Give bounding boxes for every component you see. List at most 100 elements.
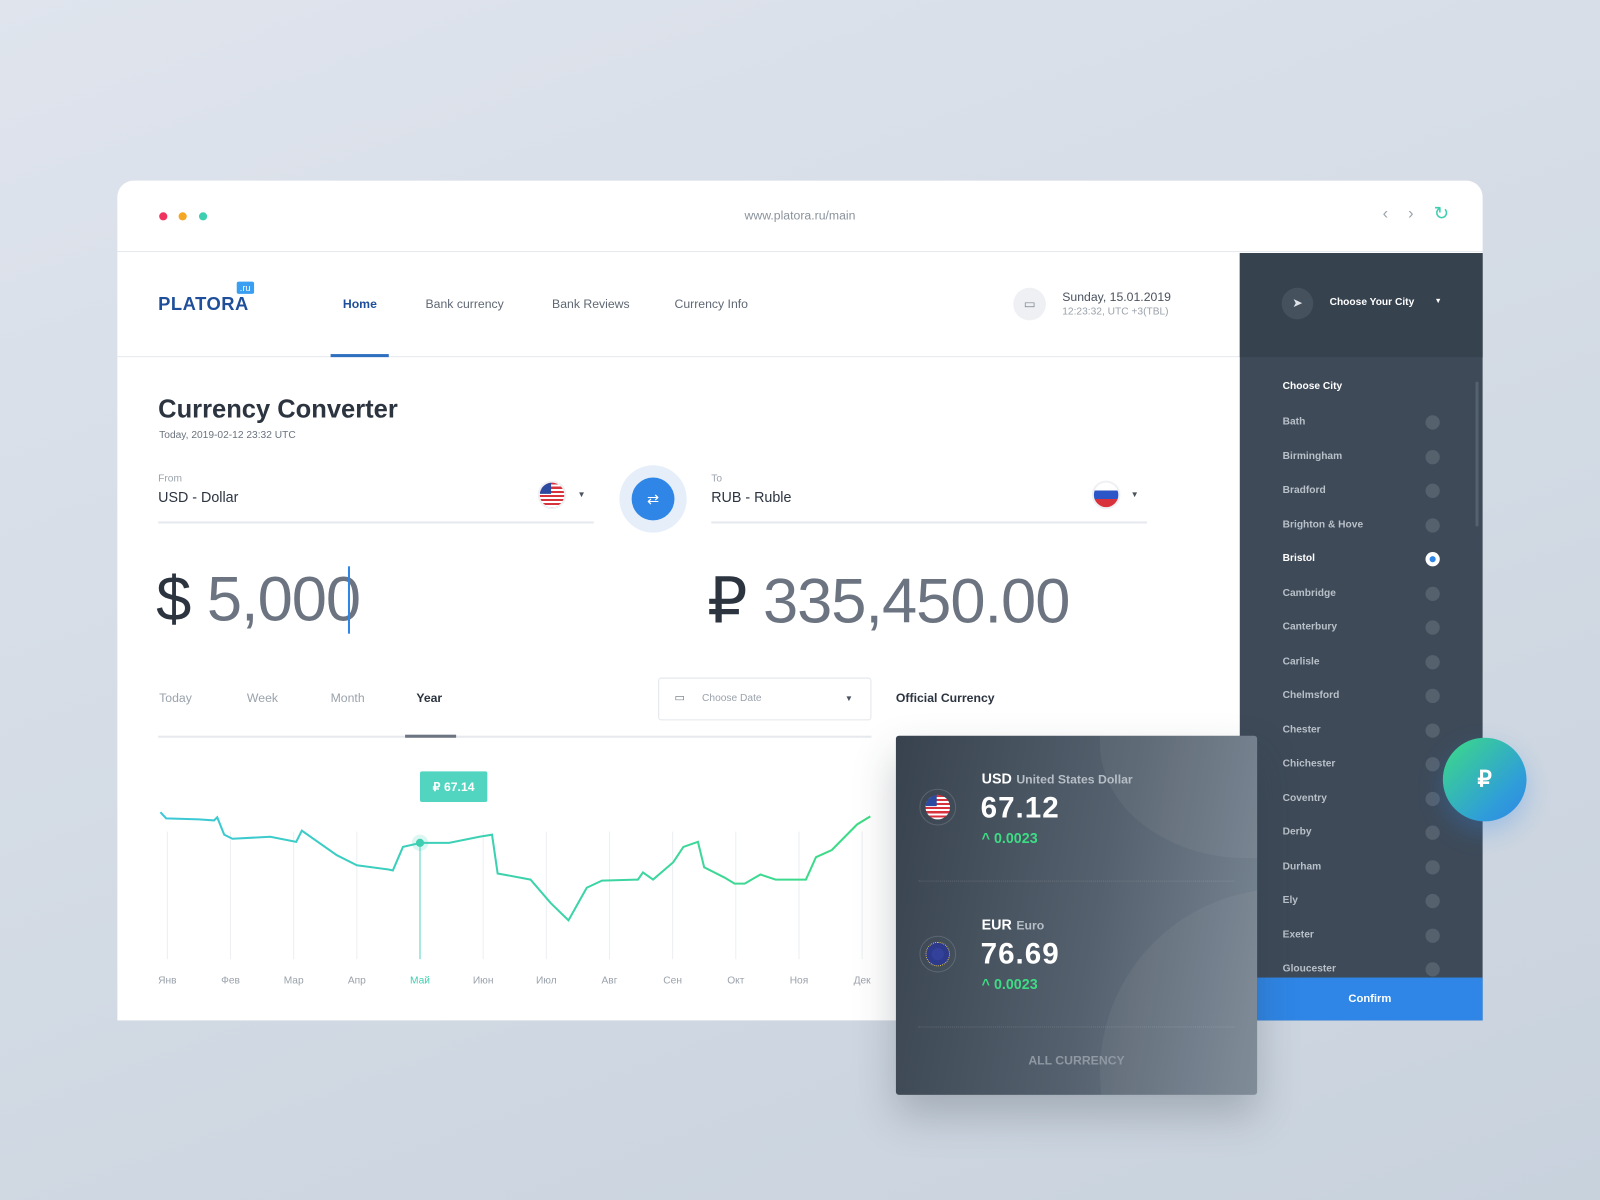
city-name: Brighton & Hove — [1282, 518, 1364, 531]
all-currency-link[interactable]: ALL CURRENCY — [1028, 1053, 1125, 1068]
city-radio[interactable] — [1425, 962, 1440, 977]
us-flag-icon — [539, 482, 565, 508]
chevron-left-icon[interactable]: ‹ — [1382, 205, 1389, 223]
month-label: Янв — [158, 976, 176, 987]
city-radio[interactable] — [1425, 859, 1440, 874]
city-name: Coventry — [1282, 792, 1327, 804]
to-underline — [711, 521, 1147, 524]
usd-change: ^ 0.0023 — [981, 829, 1038, 846]
tab-year[interactable]: Year — [416, 690, 443, 706]
site-header: PLATORA .ru Home Bank currency Bank Revi… — [117, 253, 1240, 358]
from-label: From — [158, 473, 182, 485]
ruble-fab-button[interactable]: ₽ — [1442, 737, 1527, 822]
chevron-down-icon[interactable]: ▼ — [1130, 489, 1139, 499]
from-amount: 5,000 — [206, 564, 361, 635]
scrollbar[interactable] — [1475, 381, 1479, 527]
city-name: Gloucester — [1282, 963, 1336, 975]
tab-month[interactable]: Month — [330, 690, 365, 706]
city-radio[interactable] — [1425, 688, 1440, 704]
city-radio[interactable] — [1425, 722, 1440, 738]
month-label: Мар — [284, 976, 304, 987]
arrow-up-icon: ^ — [981, 829, 994, 846]
city-radio[interactable] — [1425, 893, 1440, 909]
eur-flag-icon — [919, 935, 957, 973]
city-radio[interactable] — [1425, 654, 1440, 669]
city-name: Carlisle — [1282, 655, 1320, 667]
tab-today[interactable]: Today — [159, 690, 192, 706]
month-label: Фев — [221, 976, 240, 987]
choose-your-city: Choose Your City — [1329, 296, 1415, 309]
city-radio[interactable] — [1425, 415, 1440, 430]
tooltip — [419, 771, 488, 803]
city-name: Bath — [1282, 416, 1306, 428]
calendar-icon[interactable]: ▭ — [1013, 287, 1046, 321]
minimize-dot[interactable] — [178, 212, 187, 221]
date-picker-placeholder: Choose Date — [702, 692, 762, 705]
browser-toolbar: www.platora.ru/main ‹ › ↻ — [117, 181, 1483, 253]
city-name: Exeter — [1282, 929, 1314, 941]
chevron-down-icon: ▼ — [844, 693, 853, 704]
month-label: Сен — [663, 976, 682, 987]
rate-line — [159, 811, 871, 923]
arrow-up-icon: ^ — [981, 975, 994, 992]
city-radio[interactable] — [1425, 757, 1440, 772]
city-radio[interactable] — [1425, 928, 1440, 943]
header-time: 12:23:32, UTC +3(TBL) — [1062, 306, 1169, 318]
city-radio[interactable] — [1425, 449, 1440, 464]
rate-chart: Янв Фев Мар Апр Май Июн Июл Авг Сен Окт Ноя Дек ₽ 67… — [158, 771, 872, 987]
date-picker[interactable]: ▭ Choose Date ▼ — [658, 677, 872, 721]
month-label: Июл — [536, 976, 557, 987]
eur-title: EUR Euro — [981, 916, 1045, 933]
refresh-icon[interactable]: ↻ — [1433, 203, 1450, 224]
close-dot[interactable] — [159, 212, 168, 221]
city-radio[interactable] — [1425, 483, 1440, 498]
maximize-dot[interactable] — [198, 212, 208, 221]
page-subtitle: Today, 2019-02-12 23:32 UTC — [159, 429, 296, 441]
usd-flag-icon — [919, 788, 957, 826]
from-amount-input[interactable]: $ 5,000 — [156, 563, 361, 635]
shuffle-icon: ⇄ — [647, 490, 660, 508]
from-currency-select[interactable]: USD - Dollar — [158, 488, 239, 506]
highlight-point[interactable] — [415, 838, 425, 847]
city-radio[interactable] — [1425, 791, 1440, 806]
logo[interactable]: PLATORA — [158, 293, 249, 315]
city-name: Chester — [1282, 723, 1321, 736]
logo-badge: .ru — [236, 281, 254, 294]
nav-bank-currency[interactable]: Bank currency — [425, 296, 504, 312]
city-name: Cambridge — [1282, 587, 1336, 599]
city-radio[interactable] — [1425, 825, 1440, 840]
city-name: Canterbury — [1282, 621, 1338, 633]
chevron-down-icon: ▼ — [1434, 297, 1442, 306]
to-currency-select[interactable]: RUB - Ruble — [711, 488, 792, 506]
month-label: Июн — [473, 976, 494, 987]
city-radio[interactable] — [1425, 552, 1440, 567]
eur-rate: 76.69 — [980, 937, 1060, 971]
city-name: Birmingham — [1282, 450, 1343, 462]
month-label: Окт — [727, 976, 744, 987]
confirm-button[interactable]: Confirm — [1257, 977, 1483, 1021]
tab-week[interactable]: Week — [246, 690, 279, 706]
usd-rate: 67.12 — [980, 791, 1060, 825]
url-bar[interactable]: www.platora.ru/main — [744, 208, 856, 223]
to-amount-value: 335,450.00 — [762, 566, 1070, 637]
month-label: Апр — [348, 976, 366, 987]
header-date: Sunday, 15.01.2019 — [1062, 289, 1171, 305]
city-list-title: Choose City — [1282, 380, 1343, 392]
nav-home[interactable]: Home — [342, 296, 377, 312]
chevron-right-icon[interactable]: › — [1408, 205, 1414, 223]
tooltip-label: ₽ 67.14 — [433, 780, 475, 794]
city-name: Ely — [1282, 894, 1298, 907]
month-label: Дек — [854, 976, 872, 987]
city-name: Bristol — [1282, 553, 1315, 565]
city-radio[interactable] — [1425, 586, 1440, 601]
nav-bank-reviews[interactable]: Bank Reviews — [552, 296, 630, 312]
chevron-down-icon[interactable]: ▼ — [577, 489, 586, 499]
month-label: Ноя — [790, 976, 809, 987]
city-radio[interactable] — [1425, 517, 1440, 533]
official-currency-title: Official Currency — [895, 690, 995, 706]
swap-button[interactable]: ⇄ — [631, 477, 675, 521]
city-radio[interactable] — [1425, 620, 1440, 635]
city-header[interactable]: ➤ Choose Your City ▼ — [1239, 253, 1483, 358]
nav-currency-info[interactable]: Currency Info — [674, 296, 748, 312]
tabs-divider — [158, 735, 872, 738]
